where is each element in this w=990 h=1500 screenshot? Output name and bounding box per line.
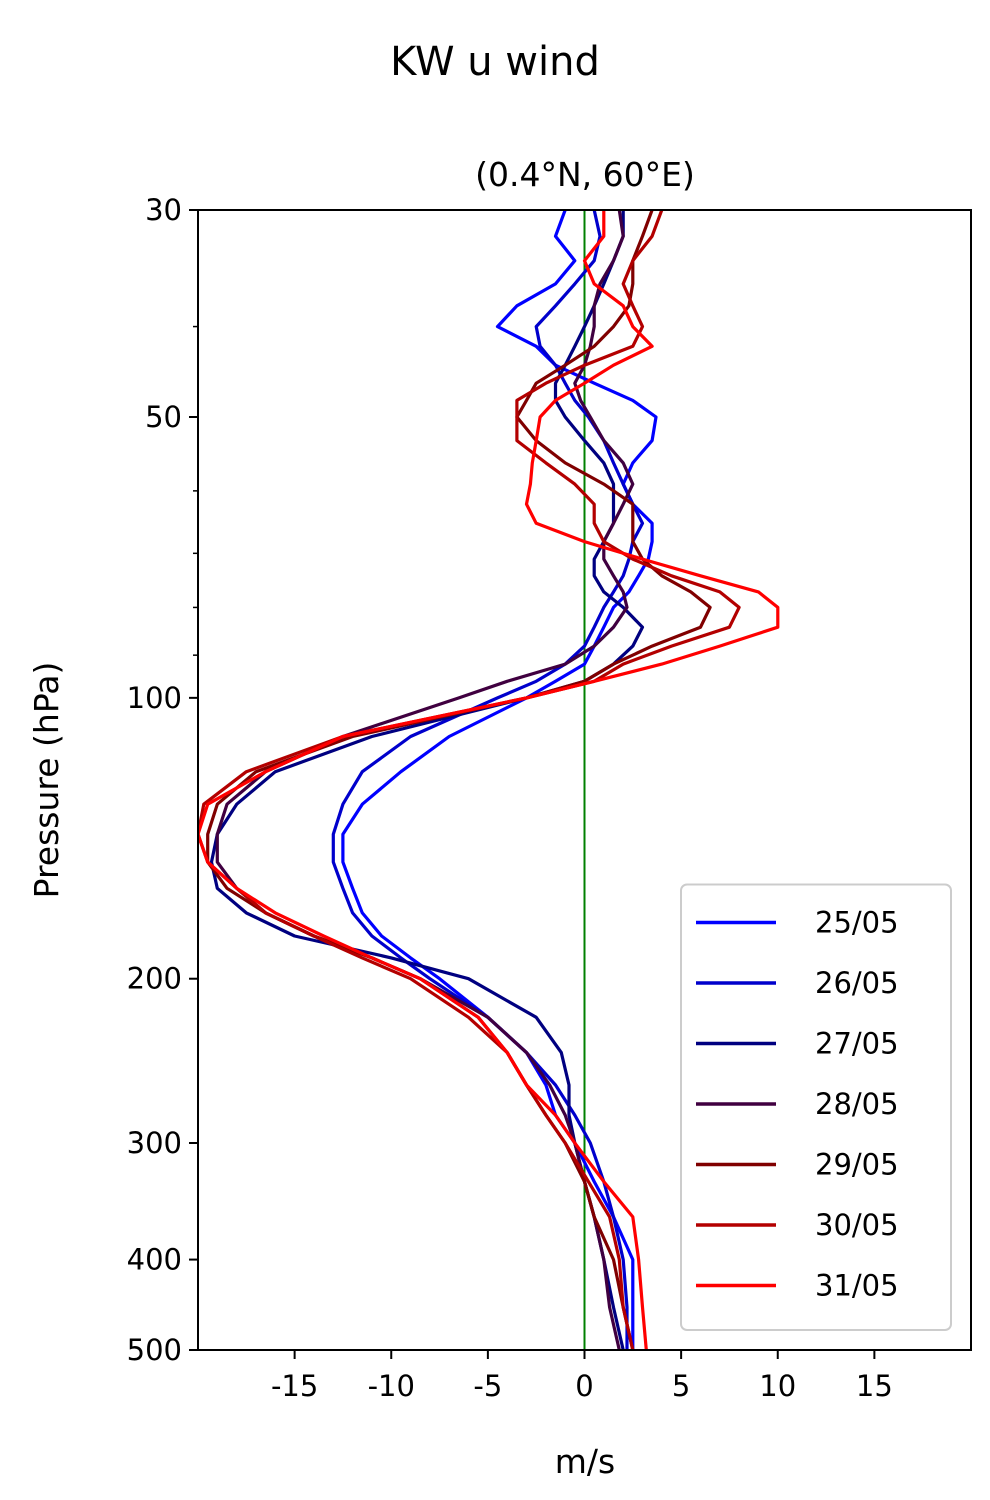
x-tick-label: -5 xyxy=(473,1369,502,1403)
x-axis-label: m/s xyxy=(555,1442,615,1481)
legend-label: 30/05 xyxy=(815,1208,899,1242)
legend-label: 29/05 xyxy=(815,1148,899,1182)
series-layer xyxy=(198,210,780,1350)
legend-label: 25/05 xyxy=(815,906,899,940)
y-tick-label: 500 xyxy=(127,1333,182,1367)
x-tick-label: 10 xyxy=(759,1369,796,1403)
series-line-5 xyxy=(206,210,712,1350)
chart-suptitle: KW u wind xyxy=(390,39,600,85)
x-tick-label: 5 xyxy=(672,1369,690,1403)
y-tick-label: 400 xyxy=(127,1243,182,1277)
legend-label: 31/05 xyxy=(815,1269,899,1303)
series-line-6 xyxy=(198,210,741,1350)
y-tick-label: 50 xyxy=(145,400,182,434)
series-line-2 xyxy=(331,210,645,1350)
legend-label: 26/05 xyxy=(815,966,899,1000)
y-tick-label: 200 xyxy=(127,962,182,996)
y-axis-label: Pressure (hPa) xyxy=(27,662,66,899)
legend: 25/05 26/05 27/05 28/05 29/05 30/05 31/05 xyxy=(680,883,952,1331)
y-tick-label: 30 xyxy=(145,193,182,227)
series-line-4 xyxy=(215,210,635,1350)
y-tick-label: 300 xyxy=(127,1126,182,1160)
x-tick-label: 15 xyxy=(856,1369,893,1403)
chart-title: (0.4°N, 60°E) xyxy=(475,155,695,194)
legend-box xyxy=(680,883,952,1331)
x-tick-label: -15 xyxy=(271,1369,318,1403)
ticks-layer: -15 -10 -5 0 5 10 15 30 50 100 200 300 400 500 xyxy=(127,193,893,1403)
y-tick-label: 100 xyxy=(127,681,182,715)
series-line-3 xyxy=(209,210,645,1350)
legend-label: 27/05 xyxy=(815,1027,899,1061)
series-line-7 xyxy=(198,210,780,1350)
legend-label: 28/05 xyxy=(815,1087,899,1121)
x-tick-label: -10 xyxy=(368,1369,415,1403)
x-tick-label: 0 xyxy=(575,1369,593,1403)
series-line-1 xyxy=(341,210,658,1350)
